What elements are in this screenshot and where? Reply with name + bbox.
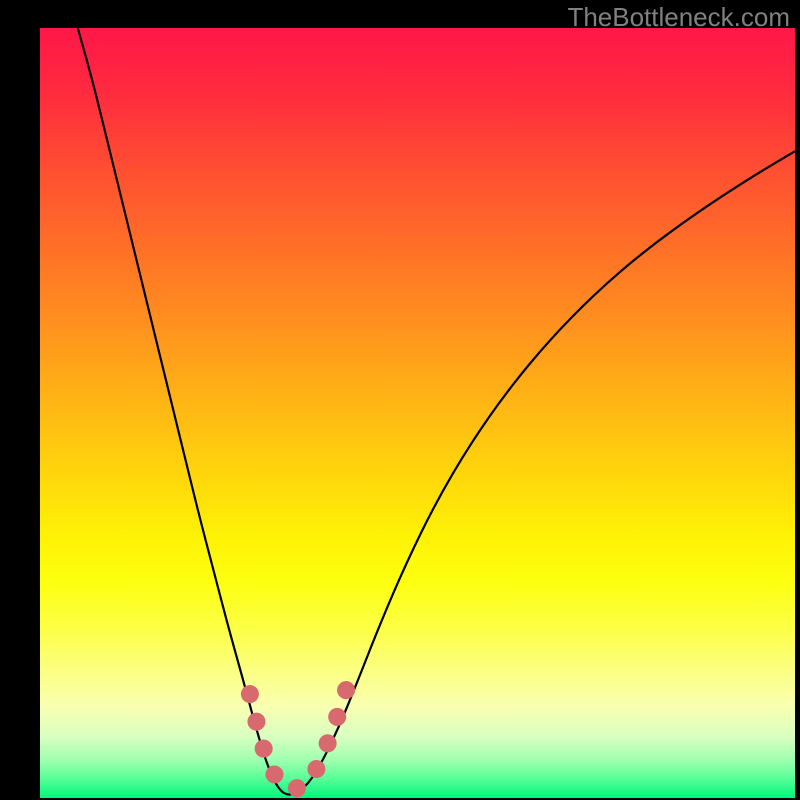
chart-svg <box>40 28 795 798</box>
plot-area <box>40 28 795 798</box>
chart-container: TheBottleneck.com <box>0 0 800 800</box>
gradient-background <box>40 28 795 798</box>
watermark-text: TheBottleneck.com <box>567 2 790 33</box>
